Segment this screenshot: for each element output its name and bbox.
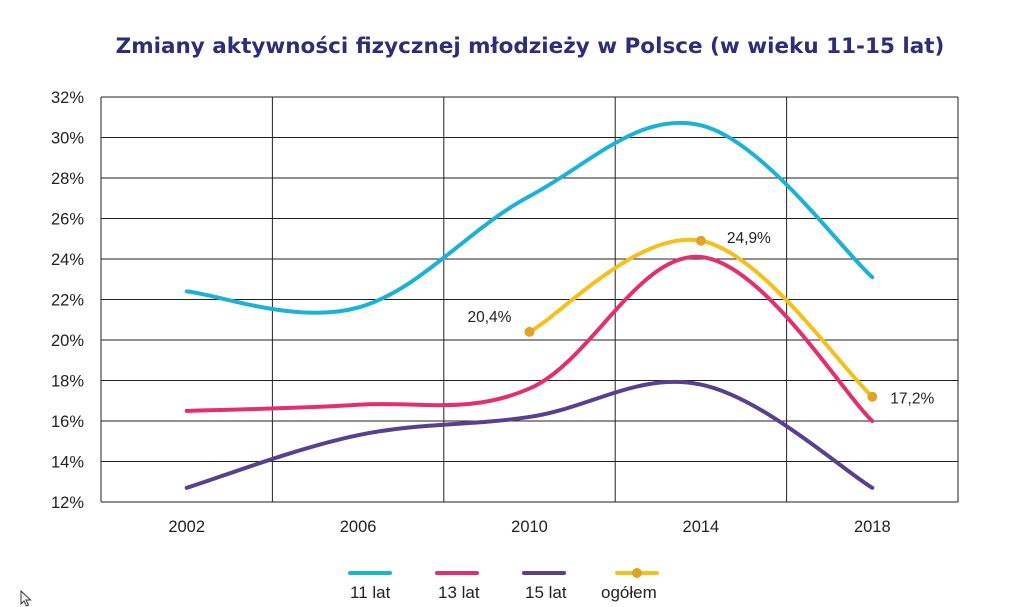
x-tick-label: 2002 <box>168 518 205 536</box>
y-tick-label: 30% <box>51 130 84 148</box>
data-point-marker <box>695 235 706 246</box>
series-line-15-lat <box>184 379 875 490</box>
series-line-11-lat <box>184 120 875 315</box>
series-line-ogółem <box>527 237 875 399</box>
grid <box>100 96 959 503</box>
y-axis-ticks: 12% 14% 16% 18% 20% 22% 24% 26% 28% 30% 32% <box>51 89 84 512</box>
y-tick-label: 16% <box>51 413 84 431</box>
y-tick-label: 18% <box>51 373 84 391</box>
y-tick-label: 20% <box>51 332 84 350</box>
legend: 11 lat 13 lat 15 lat ogółem <box>348 568 659 602</box>
y-tick-label: 24% <box>51 251 84 269</box>
legend-label-15-lat: 15 lat <box>525 583 567 602</box>
x-axis-ticks: 2002 2006 2010 2014 2018 <box>168 518 890 536</box>
legend-label-ogółem: ogółem <box>601 583 657 602</box>
y-tick-label: 28% <box>51 170 84 188</box>
y-tick-label: 26% <box>51 211 84 229</box>
y-tick-label: 14% <box>51 454 84 472</box>
data-labels: 20,4% 24,9% 17,2% <box>468 230 935 408</box>
y-tick-label: 32% <box>51 89 84 107</box>
series-markers <box>524 235 878 402</box>
data-point-marker <box>524 326 535 337</box>
legend-marker <box>632 568 642 578</box>
x-tick-label: 2010 <box>511 518 548 536</box>
x-tick-label: 2018 <box>854 518 891 536</box>
data-label: 17,2% <box>890 391 934 408</box>
mouse-pointer-icon <box>20 590 32 607</box>
legend-label-13-lat: 13 lat <box>438 583 480 602</box>
y-tick-label: 22% <box>51 292 84 310</box>
data-point-marker <box>867 391 878 402</box>
data-label: 24,9% <box>727 230 771 247</box>
x-tick-label: 2014 <box>683 518 720 536</box>
data-label: 20,4% <box>468 309 512 326</box>
series-line-13-lat <box>184 254 875 423</box>
y-tick-label: 12% <box>51 494 84 512</box>
legend-label-11-lat: 11 lat <box>350 583 391 602</box>
chart-title: Zmiany aktywności fizycznej młodzieży w … <box>116 34 945 59</box>
x-tick-label: 2006 <box>340 518 377 536</box>
